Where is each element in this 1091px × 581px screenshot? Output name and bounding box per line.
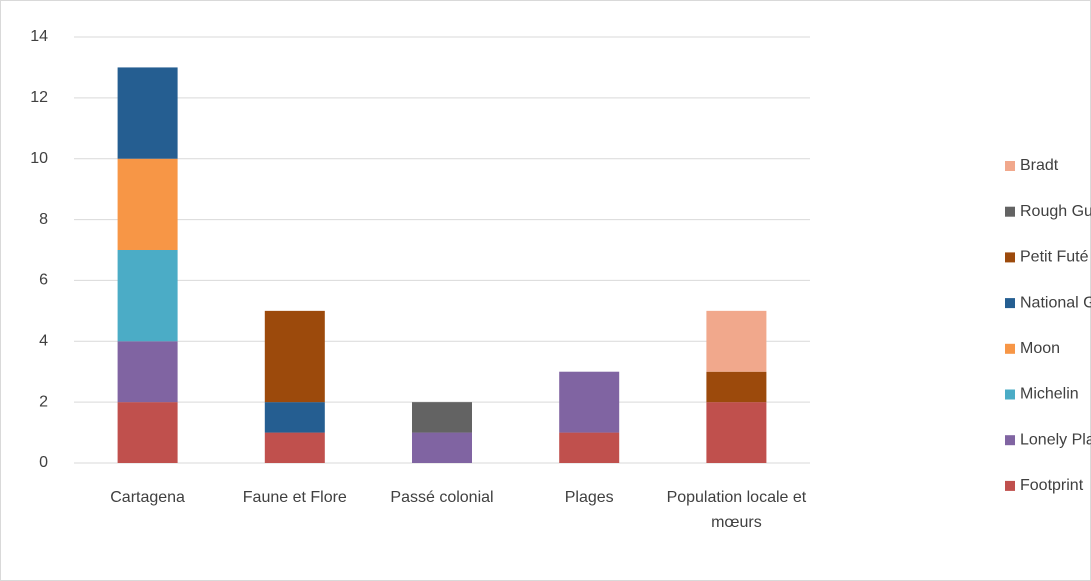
legend-label: Petit Futé bbox=[1020, 249, 1089, 266]
legend-label: National Geographic bbox=[1020, 294, 1091, 311]
x-tick-label: Faune et Flore bbox=[242, 489, 347, 506]
bar-segment bbox=[706, 371, 767, 403]
legend-label: Lonely Planet bbox=[1020, 431, 1091, 448]
bar-segment bbox=[706, 402, 767, 463]
y-tick-label: 2 bbox=[39, 393, 48, 410]
legend-label: Rough Guide bbox=[1020, 203, 1091, 220]
x-tick-label: Passé colonial bbox=[390, 489, 494, 506]
x-tick-label: Cartagena bbox=[110, 489, 185, 506]
legend-label: Moon bbox=[1020, 340, 1060, 357]
bar-segment bbox=[117, 67, 178, 159]
legend-swatch bbox=[1005, 343, 1015, 354]
y-tick-label: 0 bbox=[39, 454, 48, 471]
y-tick-label: 14 bbox=[30, 28, 48, 45]
bar-segment bbox=[264, 402, 325, 433]
bar-segment bbox=[559, 432, 620, 463]
legend-label: Bradt bbox=[1020, 157, 1059, 174]
bar-segment bbox=[559, 371, 620, 433]
legend-swatch bbox=[1005, 435, 1015, 446]
legend-swatch bbox=[1005, 480, 1015, 491]
bar-segment bbox=[117, 341, 178, 403]
y-tick-label: 8 bbox=[39, 211, 48, 228]
y-tick-label: 12 bbox=[30, 89, 48, 106]
y-tick-label: 6 bbox=[39, 272, 48, 289]
bar-segment bbox=[412, 432, 472, 463]
legend-swatch bbox=[1005, 389, 1015, 400]
y-tick-label: 4 bbox=[39, 333, 48, 350]
bar-segment bbox=[117, 250, 178, 342]
legend-label: Michelin bbox=[1020, 386, 1079, 403]
x-tick-label: Plages bbox=[564, 489, 614, 506]
legend-swatch bbox=[1005, 161, 1015, 171]
legend-swatch bbox=[1005, 298, 1015, 309]
bar-segment bbox=[117, 158, 178, 250]
legend-label: Footprint bbox=[1020, 477, 1084, 494]
y-tick-label: 10 bbox=[30, 150, 48, 167]
bar-segment bbox=[706, 310, 767, 372]
bar-segment bbox=[412, 402, 472, 433]
legend-swatch bbox=[1005, 206, 1015, 217]
bar-segment bbox=[264, 310, 325, 403]
legend-swatch bbox=[1005, 252, 1015, 263]
bar-segment bbox=[264, 432, 325, 463]
bar-segment bbox=[117, 402, 178, 463]
x-tick-label: Population locale et mœurs bbox=[666, 489, 807, 531]
